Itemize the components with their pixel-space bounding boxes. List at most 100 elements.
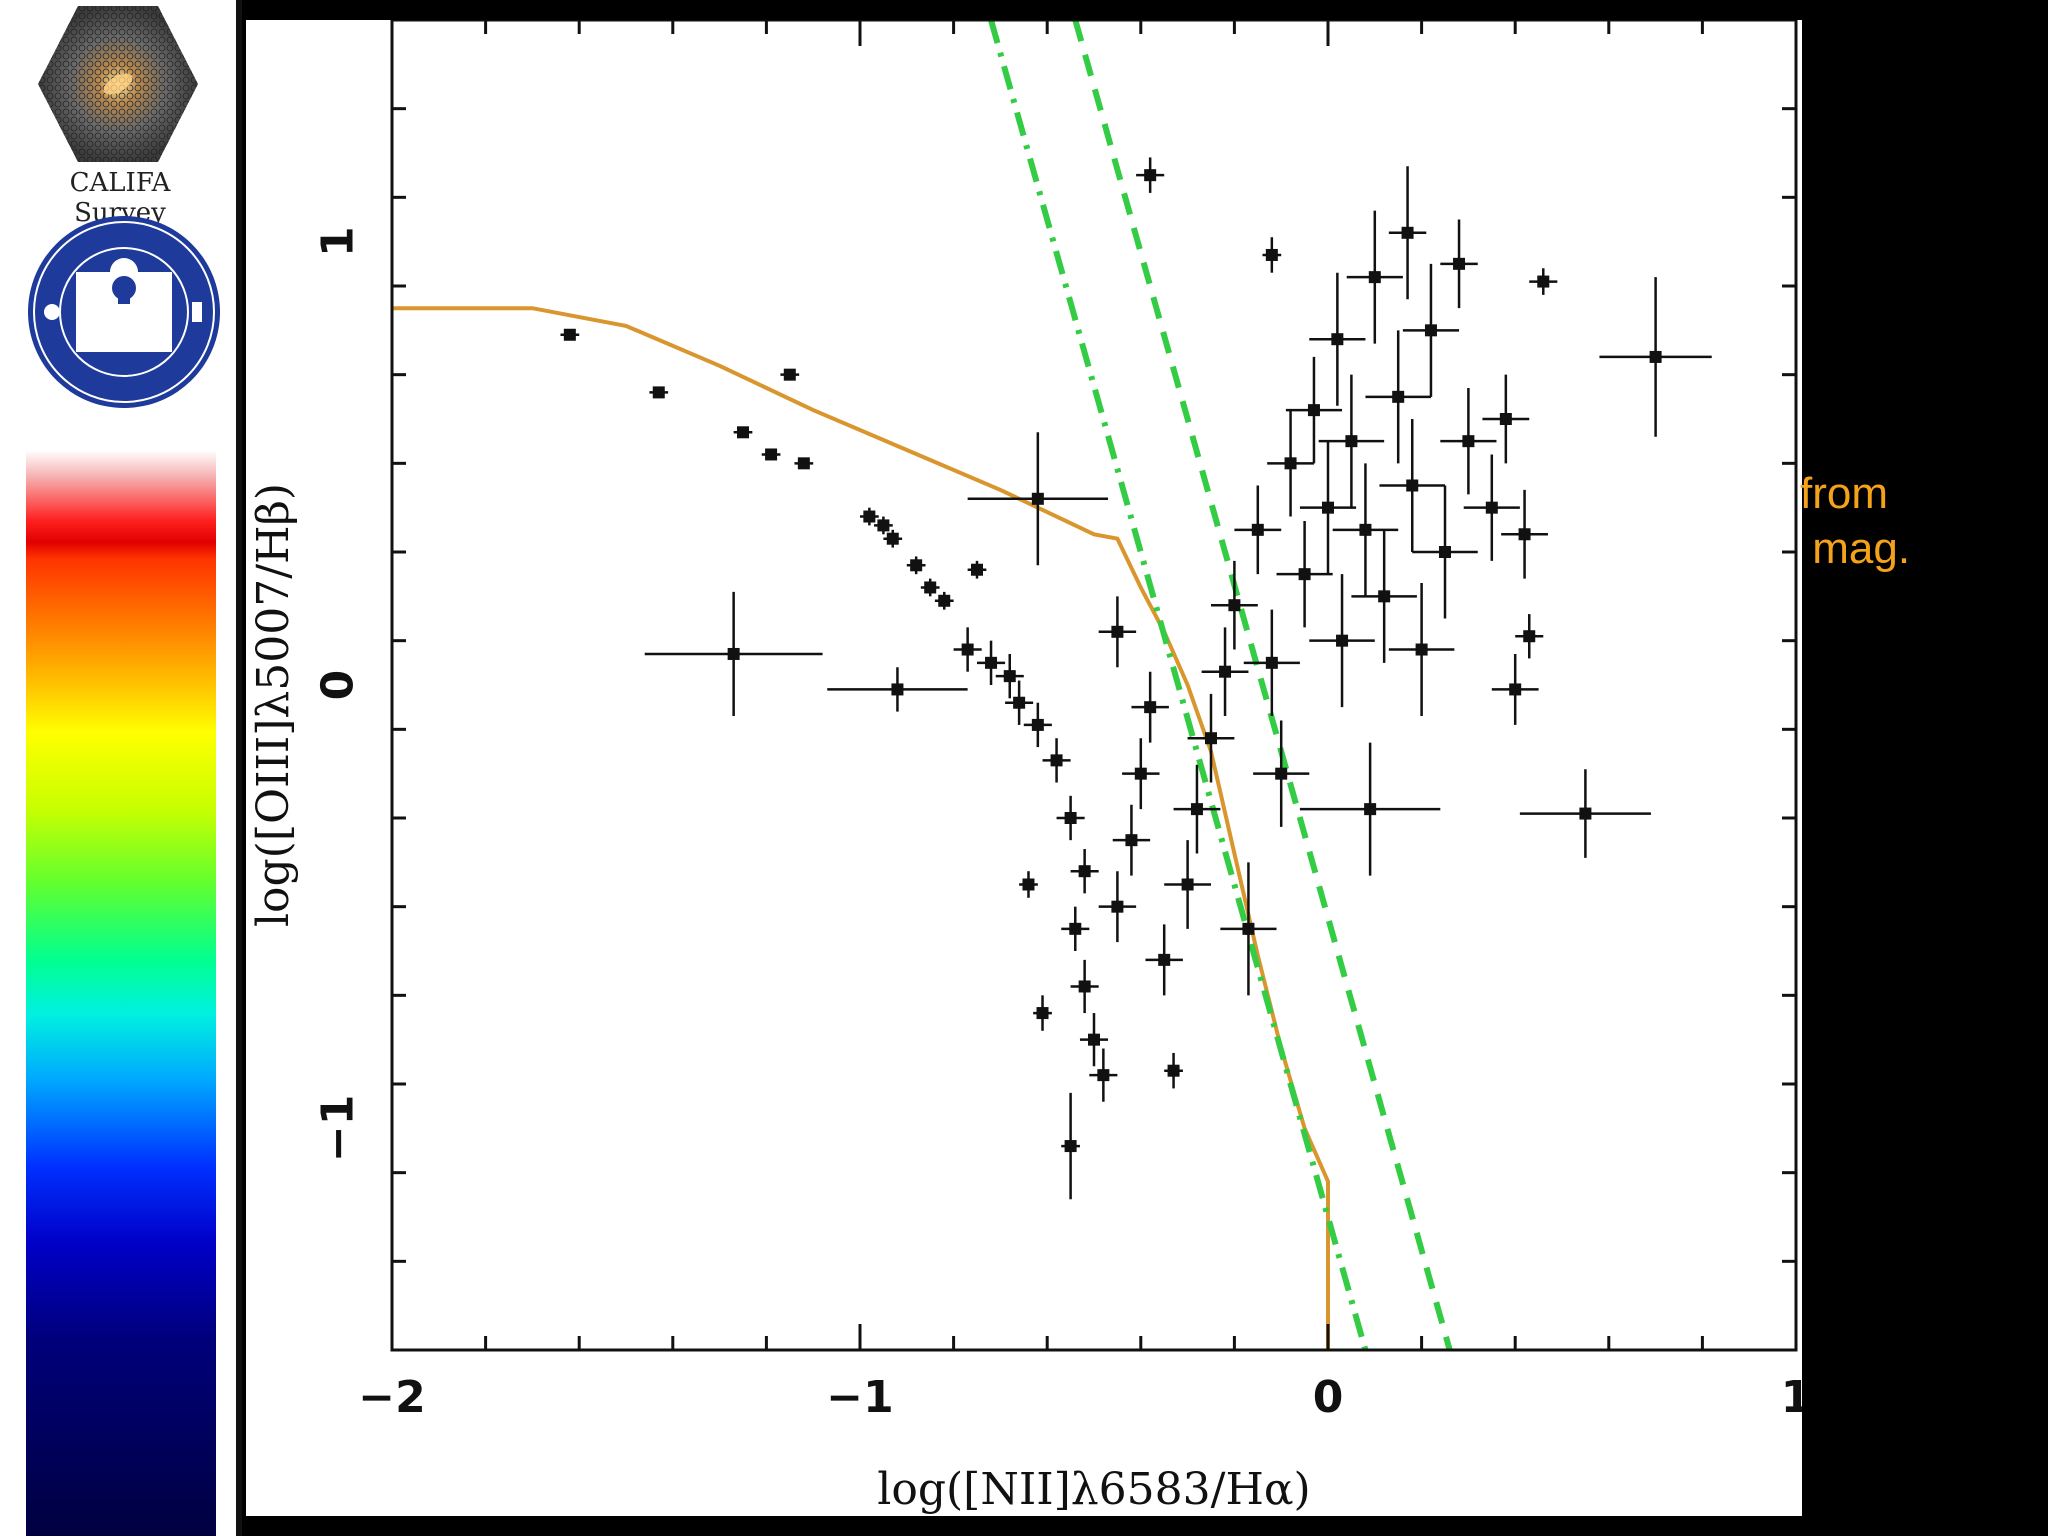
data-point bbox=[1388, 583, 1455, 717]
data-point bbox=[874, 516, 893, 535]
point-marker bbox=[1298, 568, 1311, 581]
data-point bbox=[1070, 959, 1099, 1014]
sidebar-divider bbox=[236, 0, 242, 1536]
y-tick-label: 1 bbox=[313, 226, 364, 257]
data-point bbox=[560, 328, 580, 341]
x-tick-label: 0 bbox=[1313, 1372, 1344, 1423]
point-marker bbox=[1219, 665, 1232, 678]
observatory-seal-icon bbox=[28, 216, 220, 408]
data-point bbox=[1491, 653, 1539, 725]
x-tick-label: −1 bbox=[826, 1372, 893, 1423]
data-point bbox=[1379, 419, 1445, 552]
data-point bbox=[953, 627, 982, 672]
data-point bbox=[906, 556, 926, 575]
data-point bbox=[1262, 237, 1282, 273]
data-point bbox=[1402, 263, 1460, 397]
data-point bbox=[1309, 574, 1375, 708]
data-point bbox=[1145, 924, 1183, 996]
data-point bbox=[1098, 871, 1137, 943]
data-point bbox=[1482, 374, 1530, 464]
point-marker bbox=[961, 643, 974, 656]
plot-frame bbox=[390, 20, 1798, 1352]
point-marker bbox=[727, 647, 740, 660]
point-marker bbox=[1013, 696, 1026, 709]
data-point bbox=[1276, 520, 1333, 628]
y-tick-label: −1 bbox=[313, 1095, 364, 1162]
point-marker bbox=[1134, 767, 1147, 780]
data-point bbox=[1211, 560, 1258, 650]
point-marker bbox=[797, 457, 810, 470]
y-tick-label: 0 bbox=[313, 670, 364, 701]
point-marker bbox=[1181, 878, 1194, 891]
point-marker bbox=[1406, 479, 1419, 492]
point-marker bbox=[1336, 634, 1349, 647]
point-marker bbox=[938, 594, 951, 607]
point-marker bbox=[877, 519, 890, 532]
point-marker bbox=[1307, 404, 1320, 417]
data-point bbox=[780, 368, 800, 381]
data-point bbox=[1440, 219, 1478, 309]
data-point bbox=[1501, 489, 1548, 579]
point-marker bbox=[1167, 1064, 1180, 1077]
data-point bbox=[1089, 1048, 1118, 1102]
data-point bbox=[649, 386, 669, 399]
point-marker bbox=[1158, 953, 1171, 966]
x-axis-label: log([NII]λ6583/Hα) bbox=[877, 1464, 1310, 1515]
data-point bbox=[761, 448, 781, 461]
data-point bbox=[1122, 738, 1160, 810]
point-marker bbox=[1050, 754, 1063, 767]
data-point bbox=[1220, 862, 1277, 996]
point-marker bbox=[1509, 683, 1522, 696]
point-marker bbox=[1078, 980, 1091, 993]
data-point bbox=[827, 667, 968, 712]
side-note: from mag. bbox=[1800, 466, 1910, 576]
data-point bbox=[920, 578, 940, 597]
point-marker bbox=[1392, 390, 1405, 403]
point-marker bbox=[1111, 625, 1124, 638]
point-marker bbox=[924, 581, 937, 594]
data-point bbox=[1061, 1092, 1080, 1200]
y-axis-label: log([OIII]λ5007/Hβ) bbox=[248, 483, 299, 927]
data-point bbox=[883, 529, 903, 548]
data-point bbox=[1234, 485, 1282, 575]
point-marker bbox=[1537, 275, 1550, 288]
point-marker bbox=[1649, 350, 1662, 363]
point-marker bbox=[1097, 1069, 1110, 1082]
point-marker bbox=[886, 532, 899, 545]
point-marker bbox=[652, 386, 665, 399]
data-point bbox=[1318, 374, 1385, 508]
data-point bbox=[1070, 849, 1099, 894]
bpt-diagram: −2 −1 0 1 −1 0 1 log([NII]λ6583/Hα) log([OIII]… bbox=[248, 20, 1802, 1515]
point-marker bbox=[1331, 333, 1344, 346]
point-marker bbox=[1523, 630, 1536, 643]
data-point bbox=[733, 426, 753, 439]
data-point bbox=[794, 457, 814, 470]
point-marker bbox=[1251, 523, 1264, 536]
point-marker bbox=[1064, 1140, 1077, 1153]
point-marker bbox=[891, 683, 904, 696]
point-marker bbox=[1518, 528, 1531, 541]
data-point bbox=[1079, 1013, 1109, 1067]
point-marker bbox=[1190, 803, 1203, 816]
data-point bbox=[644, 591, 823, 717]
point-marker bbox=[1579, 807, 1592, 820]
data-point bbox=[1061, 906, 1090, 951]
data-point bbox=[1463, 454, 1520, 561]
x-tick-label: −2 bbox=[358, 1372, 425, 1423]
colorbar bbox=[26, 450, 216, 1536]
point-marker bbox=[1036, 1007, 1049, 1020]
point-marker bbox=[1485, 501, 1498, 514]
data-point bbox=[1098, 596, 1137, 668]
data-point bbox=[1440, 387, 1497, 495]
point-marker bbox=[1462, 435, 1475, 448]
data-point bbox=[1299, 441, 1357, 575]
point-marker bbox=[1284, 457, 1297, 470]
side-note-line-1: from bbox=[1800, 469, 1888, 518]
data-point bbox=[860, 507, 879, 526]
point-marker bbox=[1345, 435, 1358, 448]
point-marker bbox=[1144, 169, 1157, 182]
point-marker bbox=[1111, 900, 1124, 913]
data-point bbox=[967, 560, 987, 579]
data-point bbox=[1412, 485, 1478, 619]
data-point bbox=[977, 640, 1006, 685]
